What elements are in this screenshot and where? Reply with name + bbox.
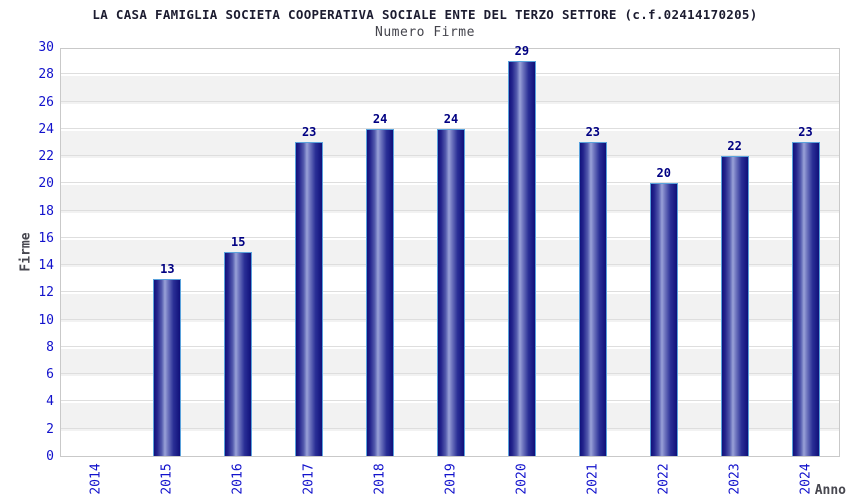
y-tick-label: 0 — [46, 449, 54, 464]
bar-2019 — [437, 128, 465, 456]
bar-value-label: 23 — [798, 125, 813, 140]
background-band — [61, 49, 839, 76]
bar-2024 — [791, 142, 820, 456]
chart-subtitle: Numero Firme — [375, 25, 475, 40]
y-tick-label: 2 — [46, 421, 54, 437]
x-tick-label: 2020 — [514, 463, 530, 495]
bar-value-label: 23 — [301, 125, 317, 140]
x-tick-label: 2018 — [372, 463, 388, 495]
bar-2023 — [720, 156, 749, 456]
gridline — [61, 127, 839, 129]
y-tick-label: 12 — [38, 285, 54, 301]
y-tick-label: 14 — [38, 258, 54, 274]
x-tick-label: 2016 — [230, 463, 246, 495]
x-tick-label: 2019 — [443, 463, 459, 495]
x-tick-label: 2022 — [656, 463, 672, 495]
gridline — [61, 73, 839, 75]
y-tick-label: 20 — [38, 176, 54, 192]
bar-value-label: 22 — [727, 139, 742, 154]
bar-2017 — [295, 142, 324, 456]
y-tick-label: 8 — [46, 339, 54, 355]
gridline — [61, 100, 839, 102]
y-tick-label: 16 — [38, 230, 54, 246]
chart-title: LA CASA FAMIGLIA SOCIETA COOPERATIVA SOC… — [92, 7, 758, 22]
x-tick-label: 2015 — [159, 463, 175, 495]
bar-2016 — [224, 251, 253, 456]
y-tick-label: 10 — [38, 312, 54, 328]
bar-value-label: 24 — [372, 111, 388, 126]
y-tick-label: 28 — [38, 67, 54, 83]
plot-area: 13 15 23 24 24 29 23 20 22 23 — [60, 44, 840, 457]
bar-value-label: 15 — [231, 234, 246, 249]
y-tick-label: 24 — [38, 121, 54, 137]
y-tick-label: 18 — [38, 203, 54, 219]
bar-2015 — [153, 278, 182, 456]
y-tick-label: 30 — [38, 40, 54, 55]
background-band — [61, 76, 839, 104]
x-tick-label: 2024 — [798, 463, 814, 495]
y-tick-label: 22 — [38, 149, 54, 165]
x-tick-label: 2014 — [88, 463, 104, 495]
x-axis-label: Anno — [814, 483, 846, 498]
y-axis-label: Firme — [18, 232, 34, 272]
x-tick-label: 2021 — [585, 463, 601, 495]
bar-2021 — [578, 142, 607, 456]
bar-2018 — [366, 128, 395, 456]
bar-2022 — [649, 183, 678, 456]
bar-2020 — [507, 60, 536, 456]
y-tick-label: 6 — [46, 367, 54, 383]
bar-value-label: 29 — [514, 43, 530, 58]
y-tick-label: 26 — [38, 94, 54, 110]
y-tick-label: 4 — [46, 394, 54, 410]
bar-value-label: 23 — [585, 125, 601, 140]
bar-value-label: 24 — [443, 111, 459, 126]
x-tick-label: 2017 — [301, 463, 317, 495]
x-tick-label: 2023 — [727, 463, 743, 495]
bar-value-label: 13 — [160, 261, 175, 276]
bar-value-label: 20 — [656, 166, 671, 181]
